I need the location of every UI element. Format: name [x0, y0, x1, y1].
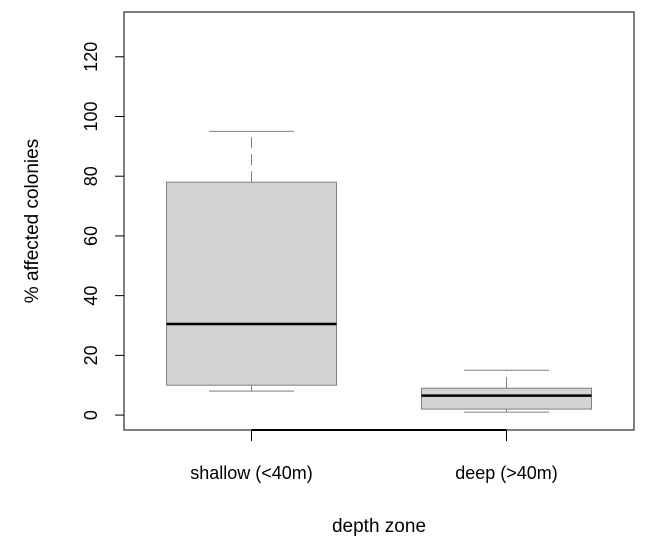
- y-tick-label: 0: [81, 410, 101, 420]
- y-tick-label: 40: [81, 286, 101, 306]
- x-axis-label: depth zone: [332, 516, 426, 537]
- box-deep: [421, 369, 592, 413]
- x-tick-label: shallow (<40m): [190, 463, 313, 483]
- iqr-box: [166, 181, 337, 386]
- y-axis: 0 20 40 60 80 100 120: [81, 42, 125, 420]
- y-tick-label: 20: [81, 345, 101, 365]
- y-tick-label: 80: [81, 166, 101, 186]
- y-axis-label: % affected colonies: [22, 139, 43, 303]
- box-shallow: [166, 130, 337, 392]
- y-tick-label: 120: [81, 42, 101, 72]
- y-tick-label: 100: [81, 101, 101, 131]
- x-tick-label: deep (>40m): [455, 463, 558, 483]
- y-tick-label: 60: [81, 226, 101, 246]
- x-axis: shallow (<40m) deep (>40m): [190, 429, 558, 483]
- box-group: [166, 130, 592, 413]
- iqr-box: [421, 387, 592, 410]
